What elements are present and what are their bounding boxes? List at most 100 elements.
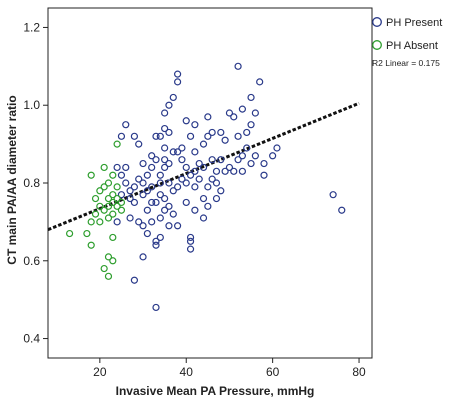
data-point xyxy=(117,191,126,199)
data-point xyxy=(225,163,234,172)
data-point xyxy=(113,140,121,148)
data-point xyxy=(122,163,130,172)
data-point xyxy=(165,222,173,230)
data-point xyxy=(191,206,199,214)
data-point xyxy=(148,218,156,226)
data-point xyxy=(161,124,169,133)
data-point xyxy=(174,222,182,230)
series-ph-present xyxy=(113,62,346,312)
data-point xyxy=(338,206,346,214)
data-point xyxy=(260,159,268,168)
fit-line xyxy=(47,101,360,232)
data-point xyxy=(152,303,160,312)
data-point xyxy=(238,105,246,113)
data-point xyxy=(100,264,108,273)
data-point xyxy=(156,179,164,187)
data-point xyxy=(130,183,138,191)
data-point xyxy=(182,163,190,172)
data-point xyxy=(104,272,113,280)
x-tick-label: 80 xyxy=(352,365,366,379)
data-point xyxy=(148,152,156,160)
data-point xyxy=(212,167,221,175)
data-point xyxy=(117,198,126,207)
data-point xyxy=(152,156,160,164)
x-axis-title: Invasive Mean PA Pressure, mmHg xyxy=(116,384,315,398)
data-point xyxy=(87,241,95,249)
data-point xyxy=(143,171,151,179)
data-point xyxy=(169,148,177,156)
data-point xyxy=(217,187,225,195)
data-point xyxy=(152,198,160,207)
data-point xyxy=(139,191,147,199)
data-point xyxy=(238,152,246,160)
data-point xyxy=(96,218,104,226)
data-point xyxy=(165,128,173,137)
data-point xyxy=(178,144,186,152)
data-point xyxy=(199,214,208,222)
data-point xyxy=(109,198,117,207)
data-point xyxy=(126,187,134,195)
data-point xyxy=(234,132,242,140)
regression-fit-line xyxy=(47,101,360,232)
data-point xyxy=(186,237,195,245)
y-tick-label: 0.4 xyxy=(23,332,40,346)
data-point xyxy=(251,109,259,117)
data-point xyxy=(165,159,173,168)
data-point xyxy=(204,202,212,210)
data-point xyxy=(91,210,100,218)
chart-axes xyxy=(43,7,373,363)
data-point xyxy=(178,156,186,164)
data-point xyxy=(273,144,281,152)
data-point xyxy=(139,253,147,261)
data-point xyxy=(247,159,255,168)
data-point xyxy=(186,132,195,140)
data-point xyxy=(204,132,212,140)
x-tick-label: 60 xyxy=(266,365,280,379)
data-point xyxy=(169,93,177,102)
data-point xyxy=(87,171,95,179)
y-tick-label: 1.0 xyxy=(23,98,40,112)
data-point xyxy=(104,214,113,222)
data-point xyxy=(109,257,117,265)
data-point xyxy=(174,148,182,156)
data-point xyxy=(139,159,147,168)
data-point xyxy=(104,179,113,187)
data-point xyxy=(182,198,190,207)
data-point xyxy=(109,210,117,218)
data-point xyxy=(199,163,208,172)
series-ph-absent xyxy=(65,140,126,280)
data-point xyxy=(117,206,126,214)
data-point xyxy=(247,121,255,129)
data-point xyxy=(174,78,182,86)
y-tick-label: 0.8 xyxy=(23,176,40,190)
data-point xyxy=(174,70,182,78)
data-point xyxy=(135,218,143,226)
data-point xyxy=(148,163,156,172)
data-point xyxy=(117,132,126,140)
legend-label-ph-present: PH Present xyxy=(386,17,442,29)
data-point xyxy=(91,194,100,203)
data-point xyxy=(234,156,242,164)
data-point xyxy=(152,237,160,245)
data-point xyxy=(186,233,195,242)
legend-marker-ph-absent xyxy=(372,40,382,50)
data-point xyxy=(113,218,121,226)
data-point xyxy=(156,132,164,140)
data-point xyxy=(165,179,173,187)
data-point xyxy=(186,171,195,179)
data-point xyxy=(329,191,337,199)
data-point xyxy=(182,117,190,125)
data-point xyxy=(225,109,234,117)
data-point xyxy=(143,229,151,238)
data-point xyxy=(169,187,177,195)
data-point xyxy=(161,163,169,172)
data-point xyxy=(100,183,108,191)
data-point xyxy=(256,78,264,86)
data-point xyxy=(199,140,208,148)
data-point xyxy=(234,62,242,70)
data-point xyxy=(130,132,138,140)
data-point xyxy=(130,198,138,207)
data-point xyxy=(161,109,169,117)
data-point xyxy=(135,175,143,183)
data-point xyxy=(243,144,251,152)
